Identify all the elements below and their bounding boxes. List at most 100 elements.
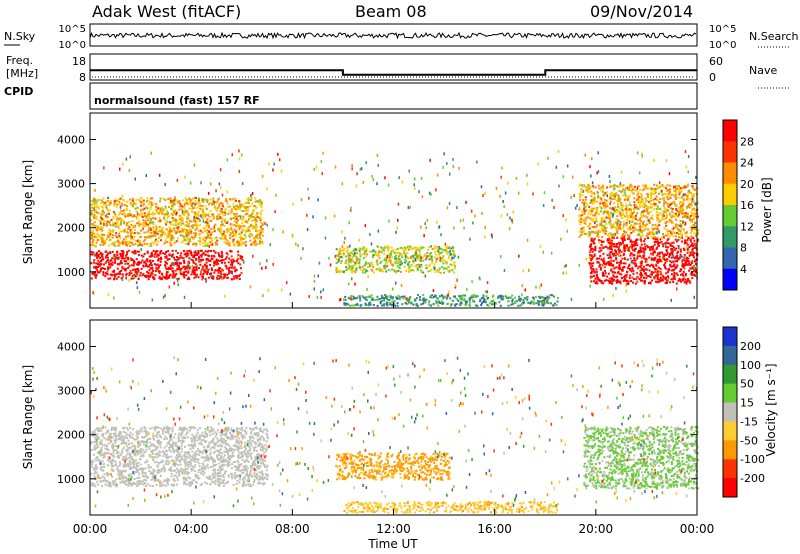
data-cell	[688, 262, 691, 265]
data-cell	[683, 242, 686, 245]
data-cell	[230, 278, 233, 281]
data-cell	[691, 226, 694, 229]
data-cell	[187, 240, 190, 243]
data-cell	[377, 251, 380, 254]
data-cell	[588, 227, 591, 230]
data-cell	[120, 220, 123, 223]
data-cell	[372, 304, 375, 306]
data-cell	[97, 207, 100, 210]
data-cell	[651, 228, 654, 231]
data-cell	[169, 202, 172, 205]
data-cell	[590, 254, 593, 257]
data-cell	[94, 201, 97, 204]
data-cell	[149, 260, 151, 263]
data-cell	[687, 189, 690, 192]
data-cell	[594, 247, 597, 250]
data-cell	[105, 213, 108, 216]
data-cell	[578, 230, 581, 233]
data-cell	[351, 266, 354, 269]
data-cell	[227, 213, 230, 215]
data-cell	[511, 294, 514, 297]
data-cell	[199, 243, 202, 246]
data-cell	[665, 259, 668, 262]
data-cell	[170, 223, 173, 226]
data-cell	[376, 263, 379, 266]
data-cell	[672, 194, 675, 197]
freq-label: Freq.	[6, 54, 33, 67]
data-cell	[237, 275, 240, 278]
data-cell	[233, 266, 236, 269]
data-cell	[690, 220, 693, 223]
data-cell	[691, 208, 694, 211]
data-cell	[451, 269, 454, 272]
data-cell	[663, 255, 666, 258]
data-cell	[109, 277, 112, 280]
data-cell	[345, 302, 348, 305]
data-cell	[688, 219, 691, 221]
data-cell	[386, 265, 389, 268]
data-cell	[367, 262, 370, 265]
data-cell	[685, 213, 688, 216]
data-cell	[245, 240, 247, 243]
data-cell	[678, 224, 681, 227]
data-cell	[209, 259, 212, 262]
data-cell	[448, 255, 451, 258]
data-cell	[102, 244, 105, 247]
data-cell	[354, 297, 357, 300]
data-cell	[385, 258, 388, 261]
data-cell	[655, 247, 658, 250]
data-cell	[163, 214, 166, 217]
data-cell	[633, 257, 636, 260]
data-cell	[403, 295, 406, 298]
data-cell	[440, 251, 443, 254]
data-cell	[654, 275, 657, 278]
data-cell	[103, 263, 105, 266]
data-cell	[160, 219, 163, 222]
data-cell	[197, 197, 200, 200]
data-cell	[662, 276, 665, 279]
data-cell	[679, 220, 682, 222]
data-cell	[194, 211, 197, 214]
data-cell	[592, 218, 595, 221]
data-cell	[669, 207, 672, 210]
data-cell	[689, 267, 692, 270]
data-cell	[625, 208, 628, 211]
data-cell	[654, 197, 657, 200]
data-cell	[261, 242, 264, 245]
data-cell	[210, 272, 213, 275]
data-cell	[619, 197, 622, 200]
data-cell	[584, 220, 587, 223]
data-cell	[391, 304, 394, 306]
data-cell	[604, 269, 606, 272]
data-cell	[124, 213, 127, 216]
data-cell	[619, 228, 622, 230]
data-cell	[229, 232, 232, 235]
data-cell	[206, 199, 209, 202]
data-cell	[618, 190, 621, 192]
data-cell	[154, 203, 157, 206]
noise-tick-high-right: 10^5	[709, 24, 736, 35]
data-cell	[693, 242, 696, 245]
data-cell	[640, 220, 643, 223]
data-cell	[619, 211, 622, 214]
data-cell	[106, 200, 109, 202]
data-cell	[593, 192, 595, 195]
data-cell	[180, 262, 182, 265]
data-cell	[614, 271, 616, 274]
data-cell	[396, 304, 399, 307]
data-cell	[127, 243, 130, 245]
data-cell	[168, 258, 171, 260]
data-cell	[656, 238, 659, 240]
data-cell	[652, 245, 655, 248]
data-cell	[240, 209, 243, 212]
data-cell	[662, 210, 665, 213]
data-cell	[149, 208, 152, 211]
data-cell	[132, 202, 135, 205]
data-cell	[676, 259, 679, 262]
data-cell	[536, 300, 539, 302]
data-cell	[464, 304, 467, 307]
data-cell	[627, 238, 630, 240]
data-cell	[414, 246, 417, 249]
data-cell	[634, 282, 637, 285]
cpid-text: normalsound (fast) 157 RF	[94, 94, 260, 107]
